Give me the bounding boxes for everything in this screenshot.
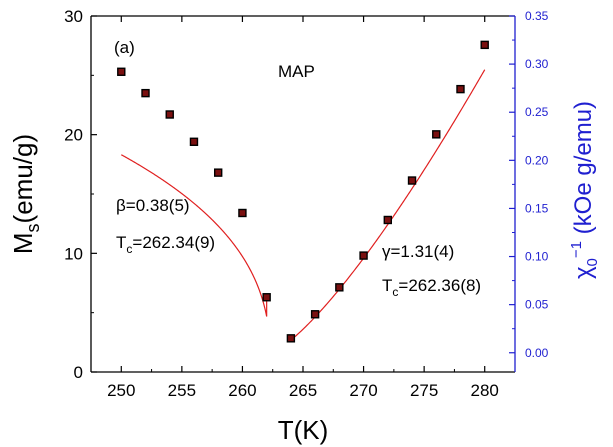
y-left-tick-label: 20 xyxy=(64,126,83,145)
ms-data-point xyxy=(262,293,271,302)
x-axis-title: T(K) xyxy=(278,415,329,445)
x-axis-ticks: 250 255 260 265 270 275 280 xyxy=(107,16,499,400)
gamma-symbol: γ xyxy=(382,242,391,261)
gamma-fit-line xyxy=(290,69,486,341)
beta-symbol: β xyxy=(116,196,126,215)
gamma-value: =1.31(4) xyxy=(391,242,455,261)
y-right-tick-label: 0.10 xyxy=(525,250,549,264)
y-right-tick-label: 0.05 xyxy=(525,298,549,312)
fit-lines xyxy=(120,69,486,341)
y-left-axis-title: Ms(emu/g) xyxy=(8,134,43,254)
y-left-tick-label: 10 xyxy=(64,244,83,263)
tc-right-sub: c xyxy=(392,285,398,299)
panel-label: (a) xyxy=(114,38,135,57)
y-left-title-sub: s xyxy=(23,223,43,232)
data-points xyxy=(117,40,489,343)
tc-right-main: T xyxy=(382,276,392,295)
y-left-title-main: M xyxy=(8,232,38,254)
chi-data-point xyxy=(432,130,441,139)
y-right-tick-label: 0.30 xyxy=(525,57,549,71)
chi-data-point xyxy=(480,40,489,50)
x-tick-label: 260 xyxy=(228,381,256,400)
ms-data-point xyxy=(213,168,223,177)
chi-data-point xyxy=(383,215,392,225)
ms-data-point xyxy=(165,110,174,119)
x-tick-label: 265 xyxy=(289,381,317,400)
ms-data-point xyxy=(238,208,247,218)
tc-left-main: T xyxy=(116,233,126,252)
y-left-tick-label: 30 xyxy=(64,7,83,26)
x-tick-label: 270 xyxy=(349,381,377,400)
y-right-tick-label: 0.20 xyxy=(525,153,549,167)
x-tick-label: 275 xyxy=(410,381,438,400)
y-left-title-rest: (emu/g) xyxy=(8,134,38,224)
beta-annotation: β=0.38(5) xyxy=(116,196,190,215)
beta-fit-line xyxy=(120,154,268,317)
chi-data-point xyxy=(286,334,296,343)
ms-data-point xyxy=(117,67,126,76)
y-right-tick-label: 0.15 xyxy=(525,201,549,215)
tc-right-annotation: Tc=262.36(8) xyxy=(382,276,481,299)
tc-right-value: =262.36(8) xyxy=(398,276,481,295)
tc-left-sub: c xyxy=(126,242,132,256)
tc-left-value: =262.34(9) xyxy=(132,233,215,252)
x-tick-label: 255 xyxy=(168,381,196,400)
beta-value: =0.38(5) xyxy=(126,196,190,215)
x-tick-label: 280 xyxy=(471,381,499,400)
y-right-title-main: χ xyxy=(570,266,597,279)
y-right-title-rest: (kOe g/emu) xyxy=(570,101,597,241)
ms-data-point xyxy=(189,137,199,146)
x-tick-label: 250 xyxy=(107,381,135,400)
chi-data-point xyxy=(456,84,465,94)
tc-left-annotation: Tc=262.34(9) xyxy=(116,233,215,256)
y-right-tick-label: 0.25 xyxy=(525,105,549,119)
y-right-tick-label: 0.00 xyxy=(525,346,549,360)
y-left-axis-ticks: 0 10 20 30 xyxy=(64,7,97,382)
y-right-tick-label: 0.35 xyxy=(525,9,549,23)
y-right-title-sup: −1 xyxy=(568,241,585,258)
gamma-annotation: γ=1.31(4) xyxy=(382,242,454,261)
chi-data-point xyxy=(335,283,344,292)
chi-data-point xyxy=(310,310,320,319)
ms-data-point xyxy=(141,88,150,98)
y-right-axis-title: χ0−1 (kOe g/emu) xyxy=(568,101,601,279)
y-right-title-sub: 0 xyxy=(584,258,601,266)
chi-data-point xyxy=(407,176,417,185)
y-left-tick-label: 0 xyxy=(74,363,83,382)
sample-label: MAP xyxy=(278,62,315,81)
y-right-axis-ticks: 0.00 0.05 0.10 0.15 0.20 0.25 0.30 0.35 xyxy=(509,9,549,360)
chi-data-point xyxy=(359,251,368,260)
